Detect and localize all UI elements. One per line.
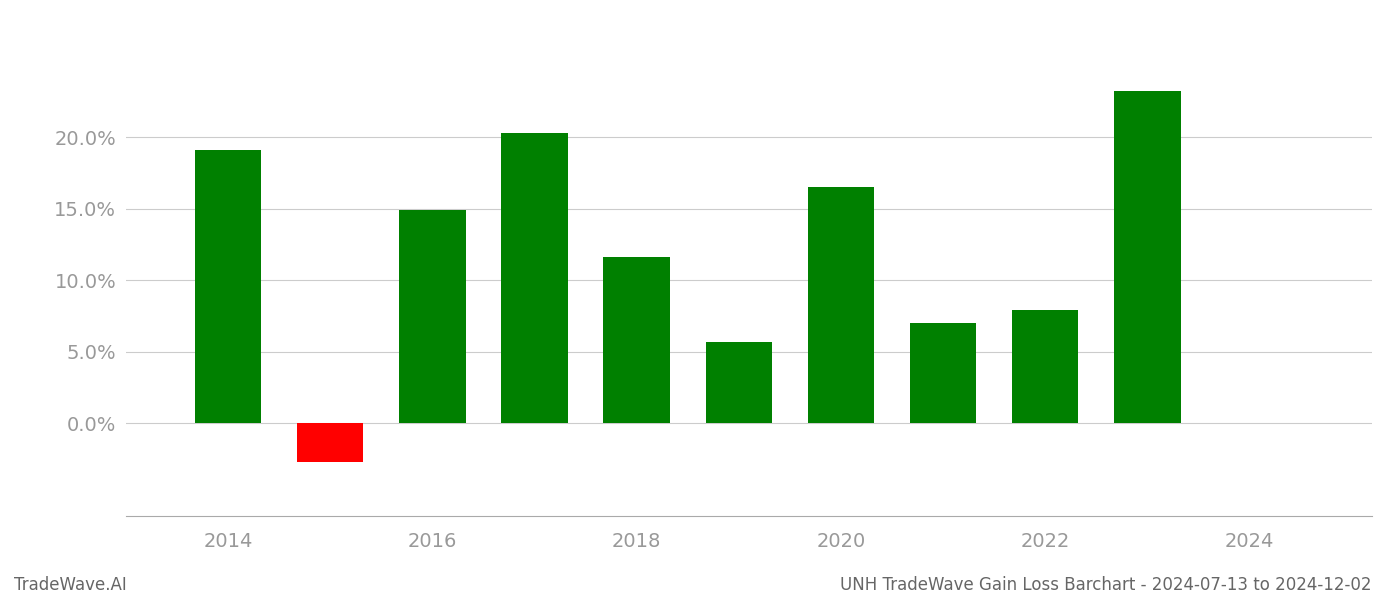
Bar (603, 257, 669, 423)
Bar (1012, 310, 1078, 423)
Bar (195, 150, 262, 423)
Bar (1114, 91, 1180, 423)
Bar (501, 133, 568, 423)
Bar (808, 187, 874, 423)
Bar (910, 323, 976, 423)
Bar (706, 341, 771, 423)
Bar (297, 423, 364, 461)
Text: TradeWave.AI: TradeWave.AI (14, 576, 127, 594)
Text: UNH TradeWave Gain Loss Barchart - 2024-07-13 to 2024-12-02: UNH TradeWave Gain Loss Barchart - 2024-… (840, 576, 1372, 594)
Bar (399, 210, 466, 423)
